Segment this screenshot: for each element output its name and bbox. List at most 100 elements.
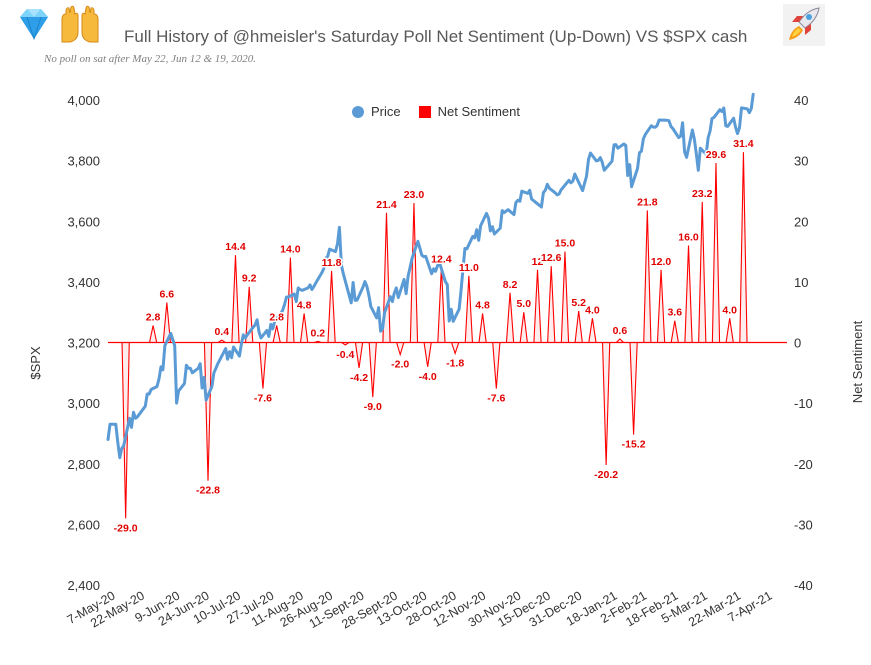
sentiment-data-label: -7.6: [254, 393, 272, 405]
y-tick-label: 3,400: [67, 275, 100, 290]
sentiment-data-label: -9.0: [364, 401, 382, 413]
sentiment-data-label: 2.8: [146, 312, 161, 324]
sentiment-spike: [614, 338, 625, 344]
sentiment-spike: [739, 152, 748, 344]
sentiment-data-label: 16.0: [678, 232, 699, 244]
y2-tick-label: 20: [794, 214, 808, 229]
y-tick-label: 2,800: [67, 457, 100, 472]
sentiment-spike: [423, 341, 432, 367]
sentiment-data-label: 4.0: [585, 304, 600, 316]
sentiment-spike: [684, 245, 693, 344]
sentiment-data-label: 12.0: [651, 256, 672, 268]
sentiment-data-label: 14.4: [225, 241, 246, 253]
sentiment-spike: [478, 313, 487, 344]
sentiment-spike: [409, 203, 419, 344]
y2-axis-title: Net Sentiment: [850, 320, 865, 403]
sentiment-data-label: 0.4: [214, 326, 229, 338]
sentiment-data-label: -15.2: [622, 439, 646, 451]
sentiment-data-label: 6.6: [160, 288, 175, 300]
sentiment-data-label: -2.0: [391, 359, 409, 371]
legend-item-net-sentiment: Net Sentiment: [418, 104, 520, 119]
sentiment-spike: [148, 325, 158, 344]
sentiment-spike: [203, 341, 213, 481]
y-tick-label: 3,000: [67, 396, 100, 411]
sentiment-spike: [216, 339, 228, 344]
legend-label-price: Price: [371, 104, 401, 119]
y2-tick-label: -40: [794, 578, 813, 593]
sentiment-data-label: 31.4: [733, 138, 754, 150]
y2-tick-label: -30: [794, 517, 813, 532]
y2-tick-label: 10: [794, 275, 808, 290]
sentiment-data-label: -20.2: [594, 469, 618, 481]
sentiment-spike: [698, 201, 707, 344]
legend-marker-price: [352, 105, 364, 118]
sentiment-spike: [574, 310, 583, 344]
chart-subtitle: No poll on sat after May 22, Jun 12 & 19…: [44, 53, 257, 65]
sentiment-data-label: 0.2: [311, 327, 326, 339]
sentiment-data-label: 3.6: [667, 307, 682, 319]
sentiment-spike: [450, 341, 460, 356]
sentiment-spike: [711, 163, 721, 344]
sentiment-data-label: 0.6: [613, 325, 628, 337]
y2-tick-label: 40: [794, 93, 808, 108]
sentiment-data-label: 4.8: [297, 299, 312, 311]
y2-tick-label: 30: [794, 154, 808, 169]
sentiment-spike: [437, 267, 446, 344]
sentiment-spike: [519, 312, 528, 344]
sentiment-data-label: -22.8: [196, 485, 220, 497]
sentiment-spike: [656, 269, 666, 344]
y2-tick-label: 0: [794, 336, 801, 351]
sentiment-spike: [533, 269, 542, 344]
sentiment-data-label: 15.0: [555, 238, 576, 250]
y-axis-title: $SPX: [28, 346, 43, 380]
sentiment-spike: [560, 251, 570, 344]
sentiment-spike: [670, 320, 680, 344]
sentiment-spike: [629, 341, 638, 435]
price-line: [106, 92, 755, 460]
sentiment-data-label: -4.2: [350, 372, 368, 384]
sentiment-data-label: 12.4: [431, 253, 452, 265]
raised-hands-icon: [58, 2, 102, 46]
sentiment-data-label: 5.2: [571, 297, 586, 309]
sentiment-spike: [725, 318, 734, 344]
legend-item-price: Price: [352, 104, 401, 119]
chart-legend: Price Net Sentiment: [352, 104, 538, 119]
sentiment-spike: [286, 257, 295, 344]
y-tick-label: 3,600: [67, 214, 100, 229]
rocket-icon: [781, 2, 827, 48]
chart-title: Full History of @hmeisler's Saturday Pol…: [124, 27, 748, 46]
gem-icon: [12, 2, 56, 46]
y2-tick-label: -10: [794, 396, 813, 411]
sentiment-spike: [258, 341, 268, 389]
sentiment-data-label: 12.6: [541, 252, 562, 264]
sentiment-data-label: 23.0: [404, 189, 425, 201]
sentiment-spike: [299, 313, 309, 344]
sentiment-data-label: 2.8: [269, 312, 284, 324]
sentiment-spike: [547, 266, 556, 344]
sentiment-data-label: 9.2: [242, 273, 257, 285]
legend-marker-net-sentiment: [418, 105, 431, 118]
sentiment-data-label: -0.4: [336, 349, 354, 361]
sentiment-data-label: 14.0: [280, 244, 301, 256]
legend-label-net-sentiment: Net Sentiment: [437, 104, 520, 119]
y-tick-label: 2,600: [67, 517, 100, 532]
sentiment-data-label: 11.0: [459, 262, 479, 274]
sentiment-data-label: 5.0: [516, 298, 531, 310]
sentiment-data-label: 21.4: [376, 199, 397, 211]
y-tick-label: 4,000: [67, 93, 100, 108]
sentiment-data-label: -29.0: [114, 522, 138, 534]
sentiment-data-label: 23.2: [692, 188, 713, 200]
y-tick-label: 3,800: [67, 154, 100, 169]
sentiment-spike: [327, 270, 336, 344]
sentiment-data-label: 4.8: [475, 299, 490, 311]
sentiment-spike: [368, 341, 377, 398]
sentiment-spike: [231, 255, 240, 344]
sentiment-data-label: 21.8: [637, 196, 658, 208]
sentiment-data-label: -7.6: [487, 393, 505, 405]
sentiment-spike: [464, 275, 474, 344]
sentiment-spike: [505, 292, 515, 344]
sentiment-spike: [643, 210, 652, 344]
sentiment-spike: [588, 318, 597, 344]
sentiment-spike: [314, 340, 322, 344]
